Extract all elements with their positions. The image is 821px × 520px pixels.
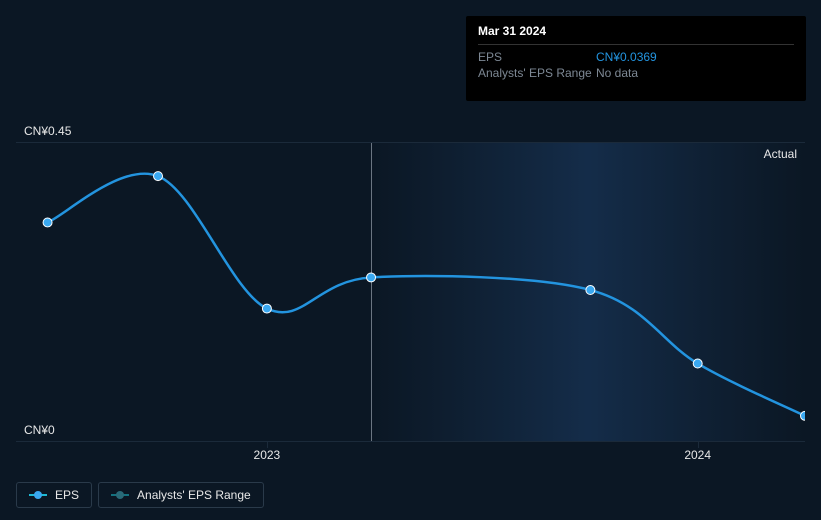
actual-region-label: Actual [764,147,797,161]
tooltip-label: Analysts' EPS Range [478,66,596,80]
tooltip-label: EPS [478,50,596,64]
xaxis-tick-label: 2024 [684,448,711,462]
line-chart-svg [16,143,805,441]
legend-eps[interactable]: EPS [16,482,92,508]
eps-point[interactable] [586,286,595,295]
tooltip-row-range: Analysts' EPS Range No data [478,65,794,81]
xaxis-tick-label: 2023 [254,448,281,462]
eps-point[interactable] [154,172,163,181]
tooltip-value-eps: CN¥0.0369 [596,50,657,64]
tooltip-card: Mar 31 2024 EPS CN¥0.0369 Analysts' EPS … [466,16,806,101]
chart-plot-area[interactable]: Actual [16,142,805,442]
legend-swatch [111,491,129,499]
tooltip-row-eps: EPS CN¥0.0369 [478,49,794,65]
eps-point[interactable] [262,304,271,313]
legend-analysts-eps-range[interactable]: Analysts' EPS Range [98,482,264,508]
legend-label: Analysts' EPS Range [137,488,251,502]
legend-label: EPS [55,488,79,502]
eps-point[interactable] [367,273,376,282]
eps-point[interactable] [693,359,702,368]
tooltip-date: Mar 31 2024 [478,24,794,45]
legend-swatch [29,491,47,499]
tooltip-value-nodata: No data [596,66,638,80]
eps-point[interactable] [43,218,52,227]
eps-point[interactable] [801,411,806,420]
yaxis-max-label: CN¥0.45 [24,124,71,138]
legend: EPS Analysts' EPS Range [16,482,264,508]
